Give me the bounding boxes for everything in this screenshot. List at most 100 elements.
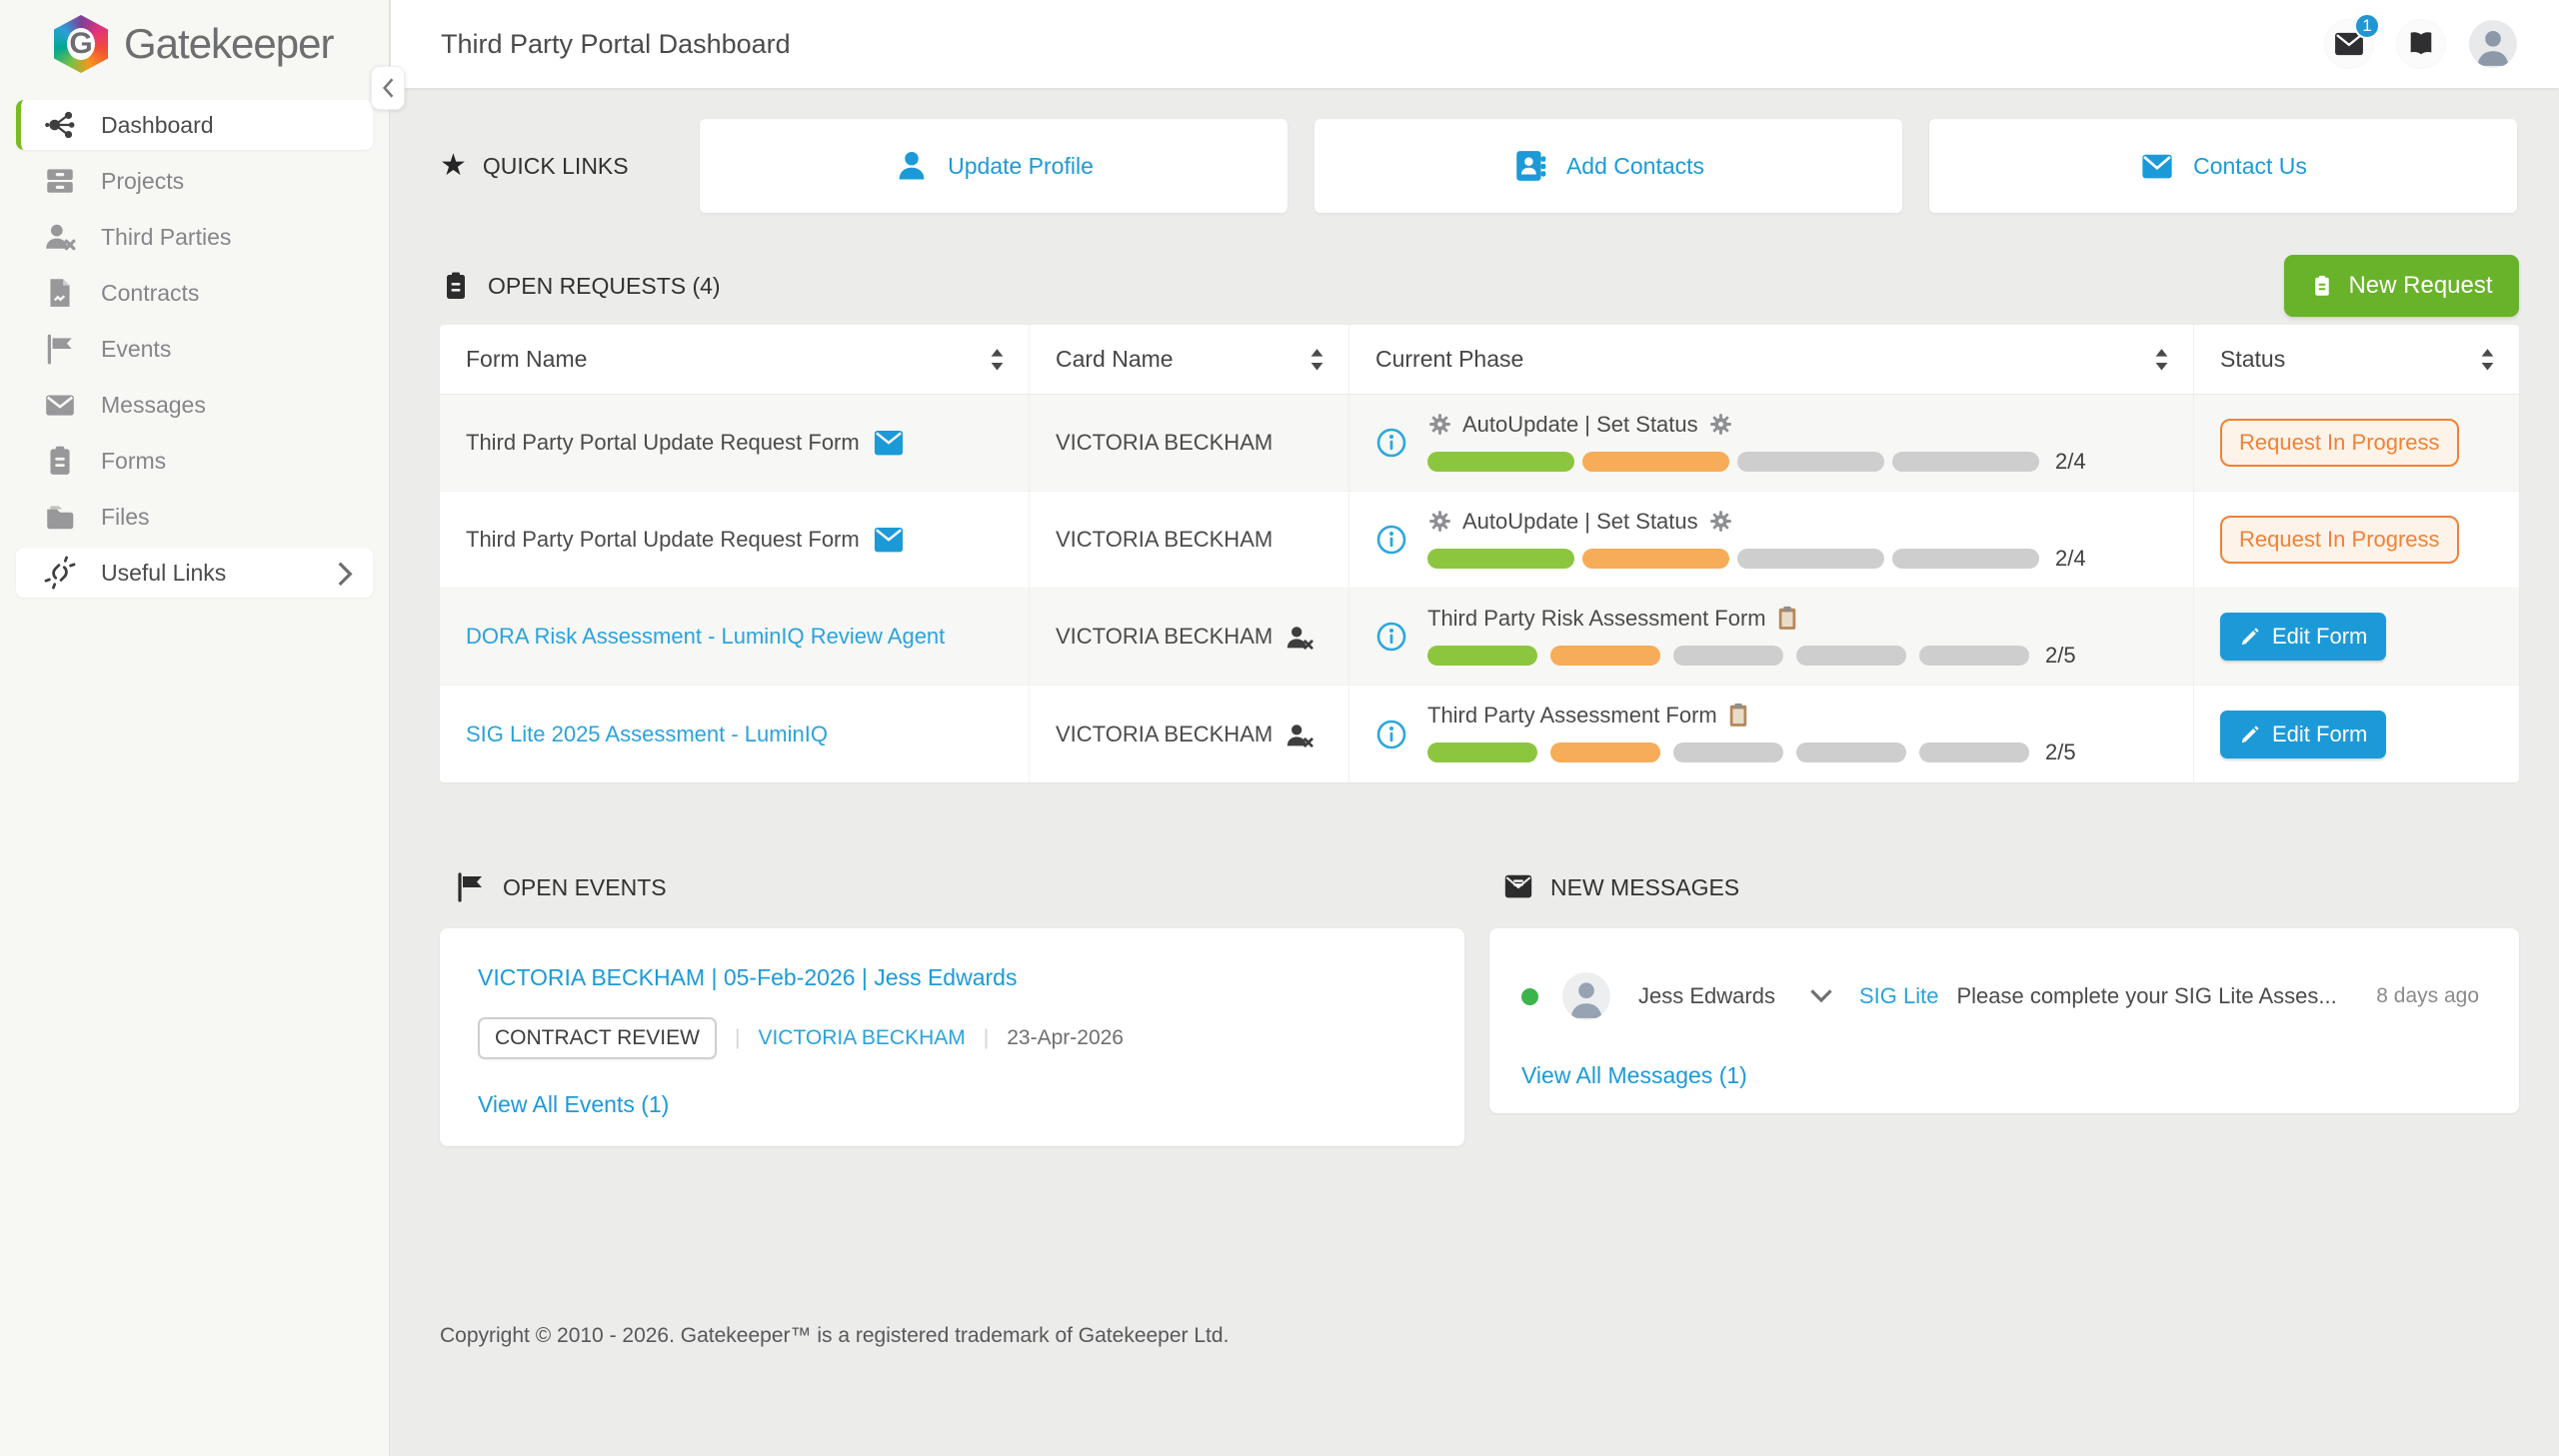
open-events-card: VICTORIA BECKHAM | 05-Feb-2026 | Jess Ed… [440, 928, 1464, 1146]
network-icon [43, 108, 77, 142]
clipboard-icon [43, 444, 77, 478]
table-row: Third Party Portal Update Request Form V… [440, 395, 2519, 492]
sidebar-item-third-parties[interactable]: Third Parties [16, 212, 373, 262]
table-header-row: Form Name Card Name Current Phase Status [440, 325, 2519, 395]
progress-segment-done [1427, 451, 1574, 472]
avatar-icon [2469, 20, 2517, 68]
sender-avatar [1562, 972, 1610, 1020]
progress-segment-active [1550, 645, 1660, 666]
sidebar-item-label: Files [101, 503, 150, 530]
progress-segment-todo [1892, 451, 2039, 472]
progress-segment-done [1427, 645, 1537, 666]
knowledge-base-button[interactable] [2397, 20, 2445, 68]
mail-icon [2335, 32, 2363, 56]
chevron-right-icon [337, 561, 353, 587]
progress-segment-done [1427, 548, 1574, 569]
progress-segment-todo [1673, 742, 1783, 762]
app-logo: G Gatekeeper [0, 0, 389, 88]
drawer-icon [43, 164, 77, 198]
form-link[interactable]: SIG Lite 2025 Assessment - LuminIQ [466, 721, 828, 746]
event-link[interactable]: VICTORIA BECKHAM | 05-Feb-2026 | Jess Ed… [478, 964, 1018, 990]
sidebar-item-useful-links[interactable]: Useful Links [16, 548, 373, 598]
edit-form-button[interactable]: Edit Form [2220, 710, 2387, 758]
envelope-icon [2139, 148, 2175, 184]
quick-links-section: ★ QUICK LINKS Update Profile Add Contact… [440, 119, 2517, 213]
progress-segment-todo [1919, 742, 2029, 762]
new-messages-card: Jess Edwards SIG Lite Please complete yo… [1489, 928, 2519, 1113]
info-icon[interactable] [1375, 524, 1407, 556]
progress-segment-active [1582, 548, 1729, 569]
progress-segment-active [1582, 451, 1729, 472]
message-row[interactable]: Jess Edwards SIG Lite Please complete yo… [1521, 972, 2479, 1020]
sidebar-collapse-button[interactable] [371, 66, 405, 110]
table-row: SIG Lite 2025 Assessment - LuminIQ VICTO… [440, 686, 2519, 782]
open-requests-heading: OPEN REQUESTS (4) [440, 255, 721, 317]
sidebar-item-dashboard[interactable]: Dashboard [16, 100, 373, 150]
envelope-icon [874, 430, 904, 456]
folder-icon [43, 500, 77, 534]
column-header-status[interactable]: Status [2194, 325, 2519, 395]
sidebar-item-messages[interactable]: Messages [16, 380, 373, 430]
column-header-form-name[interactable]: Form Name [440, 325, 1030, 395]
info-icon[interactable] [1375, 719, 1407, 750]
address-book-icon [1512, 148, 1548, 184]
sort-icon [990, 348, 1005, 371]
open-requests-table: Form Name Card Name Current Phase Status… [440, 325, 2519, 782]
new-messages-heading: NEW MESSAGES [1502, 871, 1739, 903]
sidebar-item-label: Useful Links [101, 559, 227, 586]
user-icon [894, 148, 930, 184]
open-events-heading: OPEN EVENTS [455, 871, 667, 903]
view-all-messages-link[interactable]: View All Messages (1) [1521, 1062, 1747, 1088]
unread-dot-icon [1521, 987, 1538, 1005]
person-x-icon [43, 220, 77, 254]
sidebar-item-label: Forms [101, 447, 167, 474]
sidebar-item-events[interactable]: Events [16, 324, 373, 374]
edit-form-button[interactable]: Edit Form [2220, 613, 2387, 661]
info-icon[interactable] [1375, 621, 1407, 653]
progress-segment-active [1550, 742, 1660, 762]
add-contacts-button[interactable]: Add Contacts [1314, 119, 1902, 213]
sort-icon [1309, 348, 1324, 371]
new-request-button[interactable]: New Request [2284, 255, 2519, 317]
page-title: Third Party Portal Dashboard [441, 28, 791, 59]
person-x-icon [1284, 721, 1314, 748]
status-badge: Request In Progress [2220, 419, 2459, 467]
flag-icon [43, 332, 77, 366]
phase-progress-bar [1427, 451, 2039, 472]
sidebar-item-label: Messages [101, 391, 206, 418]
progress-segment-todo [1919, 645, 2029, 666]
message-time: 8 days ago [2376, 984, 2479, 1007]
info-icon[interactable] [1375, 427, 1407, 459]
progress-segment-todo [1673, 645, 1783, 666]
main-content: ★ QUICK LINKS Update Profile Add Contact… [391, 88, 2559, 1456]
column-header-current-phase[interactable]: Current Phase [1349, 325, 2194, 395]
progress-count: 2/5 [2045, 642, 2076, 668]
sidebar-item-forms[interactable]: Forms [16, 436, 373, 486]
status-badge: Request In Progress [2220, 516, 2459, 564]
sidebar-item-contracts[interactable]: Contracts [16, 268, 373, 318]
view-all-events-link[interactable]: View All Events (1) [478, 1091, 670, 1117]
gatekeeper-logo-icon: G [54, 15, 108, 73]
document-icon [43, 276, 77, 310]
contact-us-button[interactable]: Contact Us [1929, 119, 2517, 213]
gear-icon [1708, 412, 1733, 437]
gear-icon [1708, 509, 1733, 534]
mail-button[interactable]: 1 [2325, 13, 2380, 68]
sidebar-item-projects[interactable]: Projects [16, 156, 373, 206]
pencil-icon [2239, 724, 2261, 745]
column-header-card-name[interactable]: Card Name [1030, 325, 1349, 395]
message-subject-link[interactable]: SIG Lite [1858, 983, 1939, 1008]
gear-icon [1427, 509, 1452, 534]
form-link[interactable]: DORA Risk Assessment - LuminIQ Review Ag… [466, 624, 946, 649]
sidebar-item-label: Dashboard [101, 111, 214, 138]
progress-segment-todo [1796, 742, 1906, 762]
progress-segment-todo [1737, 548, 1884, 569]
sidebar-item-files[interactable]: Files [16, 492, 373, 542]
event-card-link[interactable]: VICTORIA BECKHAM [758, 1026, 966, 1049]
sidebar: G Gatekeeper Dashboard Projects Third Pa… [0, 0, 390, 1456]
chevron-down-icon[interactable] [1809, 988, 1833, 1004]
progress-segment-done [1427, 742, 1537, 762]
update-profile-button[interactable]: Update Profile [700, 119, 1287, 213]
user-avatar[interactable] [2469, 20, 2517, 68]
